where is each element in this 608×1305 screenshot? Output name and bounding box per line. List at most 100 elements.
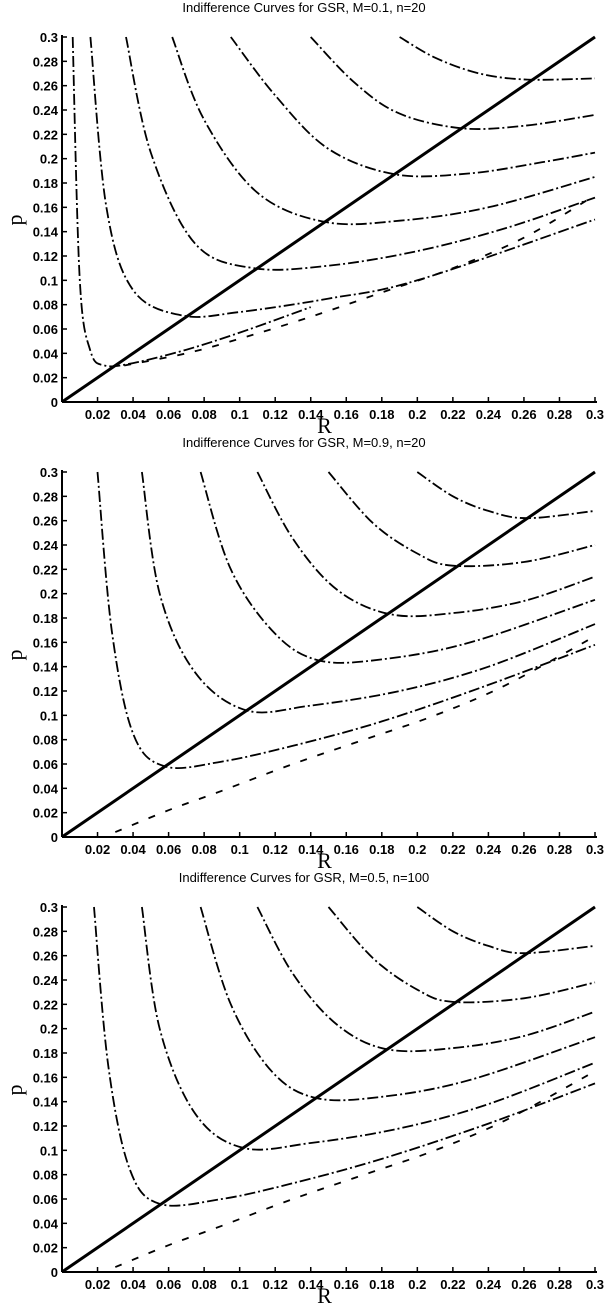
series-indifference-curve — [416, 906, 596, 955]
y-tick-label: 0.06 — [33, 322, 58, 337]
y-tick-label: 0.22 — [33, 127, 58, 142]
x-tick-label: 0.16 — [334, 842, 359, 857]
series-indifference-curve — [256, 471, 596, 618]
x-tick-label: 0.1 — [231, 1277, 249, 1292]
x-tick-label: 0.04 — [120, 1277, 146, 1292]
x-tick-label: 0.26 — [511, 842, 536, 857]
series-broken-curve — [114, 635, 596, 833]
y-tick-label: 0.28 — [33, 489, 58, 504]
chart-panel-1: Indifference Curves for GSR, M=0.1, n=20… — [0, 0, 608, 435]
x-tick-label: 0.12 — [263, 407, 288, 422]
x-tick-label: 0.22 — [440, 1277, 465, 1292]
y-tick-label: 0.12 — [33, 249, 58, 264]
x-tick-label: 0.22 — [440, 407, 465, 422]
y-tick-label: 0.22 — [33, 562, 58, 577]
x-tick-label: 0.18 — [369, 842, 394, 857]
y-tick-label: 0.3 — [40, 900, 58, 915]
y-tick-label: 0.26 — [33, 949, 58, 964]
y-tick-label: 0.14 — [33, 660, 59, 675]
x-axis-label: R — [317, 413, 332, 435]
y-tick-label: 0.28 — [33, 54, 58, 69]
y-tick-label: 0.02 — [33, 806, 58, 821]
y-tick-label: 0.1 — [40, 1143, 58, 1158]
y-tick-label: 0.02 — [33, 1241, 58, 1256]
plot-area — [62, 470, 596, 837]
y-tick-label: 0 — [51, 1265, 58, 1280]
x-tick-label: 0.04 — [120, 842, 146, 857]
y-tick-label: 0.16 — [33, 635, 58, 650]
y-tick-label: 0.22 — [33, 997, 58, 1012]
x-tick-label: 0.28 — [547, 842, 572, 857]
x-tick-label: 0.08 — [191, 1277, 216, 1292]
x-tick-label: 0.26 — [511, 1277, 536, 1292]
y-tick-label: 0.02 — [33, 371, 58, 386]
series-indifference-curve — [171, 36, 596, 226]
y-tick-label: 0.04 — [33, 1216, 59, 1231]
series-indifference-curve — [199, 471, 596, 664]
x-tick-label: 0.06 — [156, 1277, 181, 1292]
y-tick-label: 0 — [51, 395, 58, 410]
x-tick-label: 0.3 — [586, 1277, 604, 1292]
y-tick-label: 0.04 — [33, 346, 59, 361]
x-tick-label: 0.02 — [85, 407, 110, 422]
y-tick-label: 0.1 — [40, 708, 58, 723]
y-tick-label: 0.04 — [33, 781, 59, 796]
x-tick-label: 0.08 — [191, 842, 216, 857]
y-tick-label: 0.08 — [33, 1168, 58, 1183]
chart-svg: 0 0.02 0.04 0.06 0.08 0.1 0.12 0.14 0.16 0.18 0.2 0… — [2, 30, 604, 435]
y-tick-label: 0.24 — [33, 538, 59, 553]
x-tick-label: 0.2 — [408, 407, 426, 422]
chart-svg: 0 0.02 0.04 0.06 0.08 0.1 0.12 0.14 0.16 0.18 0.2 0… — [2, 900, 604, 1305]
y-tick-label: 0.18 — [33, 1046, 58, 1061]
x-tick-label: 0.26 — [511, 407, 536, 422]
x-tick-label: 0.02 — [85, 1277, 110, 1292]
y-tick-label: 0.2 — [40, 587, 58, 602]
x-axis-label: R — [317, 1283, 332, 1305]
y-tick-label: 0.16 — [33, 200, 58, 215]
y-tick-label: 0.12 — [33, 684, 58, 699]
series-indifference-curve — [327, 906, 596, 1004]
series-indifference-curve — [310, 36, 596, 130]
y-tick-label: 0.08 — [33, 298, 58, 313]
series-indifference-curve — [96, 471, 596, 770]
chart-title: Indifference Curves for GSR, M=0.1, n=20 — [182, 0, 426, 15]
y-tick-label: 0.06 — [33, 757, 58, 772]
x-tick-label: 0.06 — [156, 407, 181, 422]
x-tick-label: 0.24 — [476, 1277, 502, 1292]
series-indifference-curve — [416, 471, 596, 520]
y-tick-label: 0.24 — [33, 973, 59, 988]
series-diagonal-line — [62, 35, 596, 402]
y-tick-label: 0.24 — [33, 103, 59, 118]
plot-area — [62, 905, 596, 1272]
x-tick-label: 0.12 — [263, 1277, 288, 1292]
x-axis-label: R — [317, 848, 332, 870]
x-tick-label: 0.12 — [263, 842, 288, 857]
series-indifference-curve — [230, 36, 596, 178]
series-diagonal-line — [62, 905, 596, 1272]
y-tick-label: 0.06 — [33, 1192, 58, 1207]
y-tick-label: 0.12 — [33, 1119, 58, 1134]
y-tick-label: 0.18 — [33, 611, 58, 626]
x-tick-label: 0.24 — [476, 842, 502, 857]
x-tick-label: 0.3 — [586, 407, 604, 422]
y-axis-label: p — [2, 215, 27, 226]
y-tick-label: 0.08 — [33, 733, 58, 748]
x-tick-label: 0.24 — [476, 407, 502, 422]
y-tick-label: 0.14 — [33, 1095, 59, 1110]
series-indifference-curve — [93, 906, 596, 1207]
x-tick-label: 0.14 — [298, 842, 324, 857]
x-tick-label: 0.18 — [369, 407, 394, 422]
x-tick-label: 0.3 — [586, 842, 604, 857]
y-tick-label: 0.14 — [33, 225, 59, 240]
y-axis-label: p — [2, 1085, 27, 1096]
y-tick-label: 0.2 — [40, 152, 58, 167]
x-tick-label: 0.18 — [369, 1277, 394, 1292]
series-indifference-curve — [399, 36, 596, 81]
x-tick-label: 0.1 — [231, 842, 249, 857]
y-tick-label: 0.26 — [33, 514, 58, 529]
chart-svg: 0 0.02 0.04 0.06 0.08 0.1 0.12 0.14 0.16 0.18 0.2 0… — [2, 465, 604, 870]
x-tick-label: 0.28 — [547, 407, 572, 422]
y-tick-label: 0.3 — [40, 30, 58, 45]
x-tick-label: 0.06 — [156, 842, 181, 857]
y-tick-label: 0.2 — [40, 1022, 58, 1037]
